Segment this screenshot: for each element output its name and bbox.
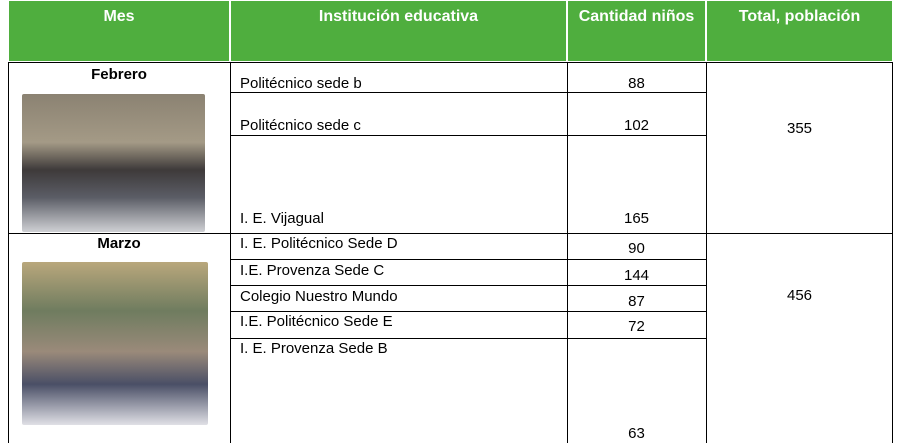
child-count: 102 bbox=[623, 117, 650, 134]
child-count: 90 bbox=[628, 240, 645, 257]
month-name: Marzo bbox=[97, 235, 141, 252]
institution-name: I. E. Vijagual bbox=[240, 210, 324, 227]
count-cell bbox=[567, 338, 707, 443]
child-count: 165 bbox=[623, 210, 650, 227]
header-cell: Total, población bbox=[706, 0, 893, 62]
institution-name: I.E. Politécnico Sede E bbox=[240, 313, 393, 330]
header-cell: Institución educativa bbox=[230, 0, 567, 62]
institution-name: I. E. Provenza Sede B bbox=[240, 340, 388, 357]
child-count: 144 bbox=[623, 267, 650, 284]
child-count: 63 bbox=[628, 425, 645, 442]
institution-name: I. E. Politécnico Sede D bbox=[240, 235, 398, 252]
total-cell bbox=[706, 62, 893, 234]
institution-name: Colegio Nuestro Mundo bbox=[240, 288, 398, 305]
total-population: 355 bbox=[786, 120, 813, 137]
child-count: 88 bbox=[628, 75, 645, 92]
total-population: 456 bbox=[786, 287, 813, 304]
institution-name: Politécnico sede c bbox=[240, 117, 361, 134]
february-photo bbox=[22, 94, 205, 232]
child-count: 87 bbox=[628, 293, 645, 310]
total-cell bbox=[706, 233, 893, 443]
march-photo bbox=[22, 262, 208, 425]
institution-name: Politécnico sede b bbox=[240, 75, 362, 92]
child-count: 72 bbox=[628, 318, 645, 335]
month-name: Febrero bbox=[91, 66, 147, 83]
header-cell: Mes bbox=[8, 0, 230, 62]
institution-name: I.E. Provenza Sede C bbox=[240, 262, 385, 279]
header-cell: Cantidad niños bbox=[567, 0, 706, 62]
